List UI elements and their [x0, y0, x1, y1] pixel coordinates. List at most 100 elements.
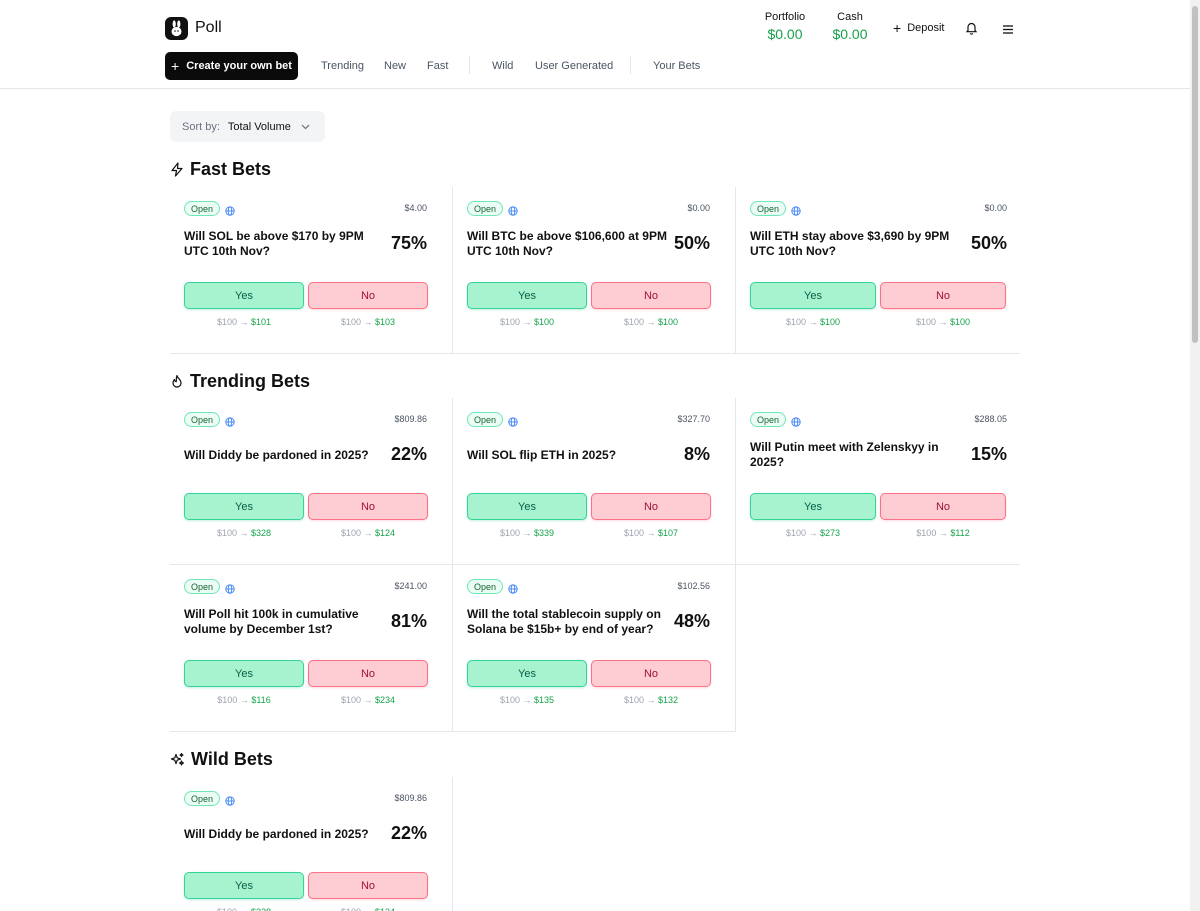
- arrow-right-icon: →: [236, 528, 251, 538]
- bet-question[interactable]: Will SOL be above $170 by 9PM UTC 10th N…: [184, 229, 364, 258]
- bet-question[interactable]: Will ETH stay above $3,690 by 9PM UTC 10…: [750, 229, 950, 258]
- payout-from: $100: [785, 317, 806, 327]
- rabbit-logo-icon[interactable]: [165, 17, 188, 40]
- globe-icon: [225, 793, 235, 811]
- nav-wild[interactable]: Wild: [492, 60, 514, 72]
- no-payout: $100 → $100: [591, 317, 711, 327]
- brand-name[interactable]: Poll: [195, 19, 222, 36]
- arrow-right-icon: →: [519, 695, 534, 705]
- portfolio-label: Portfolio: [764, 11, 806, 23]
- bell-icon[interactable]: [965, 21, 978, 40]
- bet-question[interactable]: Will Diddy be pardoned in 2025?: [184, 827, 369, 841]
- deposit-label: Deposit: [907, 22, 945, 34]
- payout-from: $100: [915, 317, 936, 327]
- no-button[interactable]: No: [880, 493, 1006, 520]
- payout-to: $328: [251, 907, 271, 911]
- arrow-right-icon: →: [237, 907, 251, 911]
- yes-button[interactable]: Yes: [184, 282, 304, 309]
- payout-to: $132: [658, 695, 679, 705]
- bet-question[interactable]: Will Poll hit 100k in cumulative volume …: [184, 607, 359, 636]
- globe-icon: [225, 581, 235, 599]
- yes-button[interactable]: Yes: [467, 282, 587, 309]
- sort-label: Sort by:: [182, 120, 220, 133]
- status-badge: Open: [184, 201, 220, 216]
- bet-question[interactable]: Will SOL flip ETH in 2025?: [467, 448, 617, 462]
- payout-to: $103: [375, 317, 396, 327]
- no-button[interactable]: No: [308, 282, 428, 309]
- create-bet-button[interactable]: + Create your own bet: [165, 52, 298, 80]
- payout-to: $339: [534, 528, 555, 538]
- yes-button[interactable]: Yes: [467, 493, 587, 520]
- no-button[interactable]: No: [880, 282, 1006, 309]
- yes-button[interactable]: Yes: [184, 660, 304, 687]
- bet-card[interactable]: Open $327.70 Will SOL flip ETH in 2025? 8% Y…: [453, 398, 736, 565]
- payout-from: $100: [499, 317, 520, 327]
- no-button[interactable]: No: [591, 660, 711, 687]
- bet-card[interactable]: Open $241.00 Will Poll hit 100k in cumulat…: [170, 565, 453, 732]
- cash-label: Cash: [837, 11, 863, 23]
- yes-payout: $100 → $273: [750, 528, 876, 538]
- scrollbar-thumb[interactable]: [1192, 6, 1198, 343]
- nav-divider: [630, 56, 631, 74]
- bet-card[interactable]: Open $809.86 Will Diddy be pardoned in 202…: [170, 777, 453, 911]
- no-button[interactable]: No: [308, 872, 428, 899]
- sparkles-icon: [170, 752, 185, 767]
- no-button[interactable]: No: [591, 493, 711, 520]
- deposit-button[interactable]: + Deposit: [893, 21, 945, 35]
- bet-card[interactable]: Open $4.00 Will SOL be above $170 by 9PM U…: [170, 187, 453, 354]
- section-title-text: Fast Bets: [190, 159, 272, 179]
- no-button[interactable]: No: [591, 282, 711, 309]
- globe-icon: [508, 414, 518, 432]
- bet-question[interactable]: Will Diddy be pardoned in 2025?: [184, 448, 369, 462]
- section-title-text: Trending Bets: [190, 371, 311, 391]
- bet-card[interactable]: Open $809.86 Will Diddy be pardoned in 202…: [170, 398, 453, 565]
- status-badge: Open: [467, 201, 503, 216]
- status-badge: Open: [184, 791, 220, 806]
- bet-question[interactable]: Will Putin meet with Zelenskyy in 2025?: [750, 440, 939, 469]
- arrow-right-icon: →: [360, 317, 375, 327]
- nav-trending[interactable]: Trending: [321, 60, 365, 72]
- yes-button[interactable]: Yes: [750, 493, 876, 520]
- payout-from: $100: [499, 695, 520, 705]
- chevron-down-icon: [301, 121, 310, 133]
- sort-dropdown[interactable]: Sort by: Total Volume: [170, 111, 325, 142]
- payout-to: $135: [534, 695, 555, 705]
- nav-user-generated[interactable]: User Generated: [535, 60, 614, 72]
- yes-button[interactable]: Yes: [467, 660, 587, 687]
- yes-button[interactable]: Yes: [184, 493, 304, 520]
- bet-question[interactable]: Will BTC be above $106,600 at 9PM UTC 10…: [467, 229, 667, 258]
- yes-payout: $100 → $135: [467, 695, 587, 705]
- page-scrollbar[interactable]: [1190, 0, 1200, 911]
- yes-button[interactable]: Yes: [750, 282, 876, 309]
- volume-amount: $809.86: [394, 793, 427, 803]
- portfolio-stat: Portfolio $0.00: [762, 11, 808, 42]
- no-button[interactable]: No: [308, 660, 428, 687]
- nav-your-bets[interactable]: Your Bets: [653, 60, 701, 72]
- nav-new[interactable]: New: [384, 60, 407, 72]
- payout-from: $100: [340, 317, 361, 327]
- arrow-right-icon: →: [360, 528, 375, 538]
- arrow-right-icon: →: [361, 907, 375, 911]
- payout-to: $107: [658, 528, 679, 538]
- payout-to: $112: [950, 528, 970, 538]
- cash-value: $0.00: [832, 26, 868, 42]
- bet-card[interactable]: Open $288.05 Will Putin meet with Zelensky…: [736, 398, 1020, 565]
- payout-from: $100: [785, 528, 806, 538]
- plus-icon: +: [171, 57, 180, 74]
- no-button[interactable]: No: [308, 493, 428, 520]
- payout-to: $100: [950, 317, 971, 327]
- bet-card[interactable]: Open $102.56 Will the total stablecoin sup…: [453, 565, 736, 732]
- payout-to: $100: [820, 317, 841, 327]
- payout-to: $100: [534, 317, 555, 327]
- bet-question[interactable]: Will the total stablecoin supply on Sola…: [467, 607, 661, 636]
- yes-button[interactable]: Yes: [184, 872, 304, 899]
- flame-icon: [170, 374, 184, 389]
- nav-fast[interactable]: Fast: [427, 60, 449, 72]
- yes-payout: $100 → $328: [184, 528, 304, 538]
- yes-percent: 75%: [390, 233, 427, 253]
- arrow-right-icon: →: [643, 695, 658, 705]
- hamburger-menu-icon[interactable]: [1002, 22, 1014, 40]
- bet-card[interactable]: Open $0.00 Will ETH stay above $3,690 by 9…: [736, 187, 1020, 354]
- payout-from: $100: [499, 528, 520, 538]
- bet-card[interactable]: Open $0.00 Will BTC be above $106,600 at 9…: [453, 187, 736, 354]
